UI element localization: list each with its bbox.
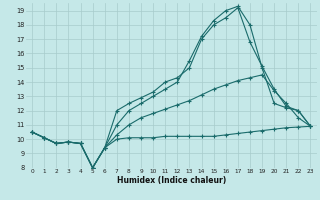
X-axis label: Humidex (Indice chaleur): Humidex (Indice chaleur) — [117, 176, 226, 185]
